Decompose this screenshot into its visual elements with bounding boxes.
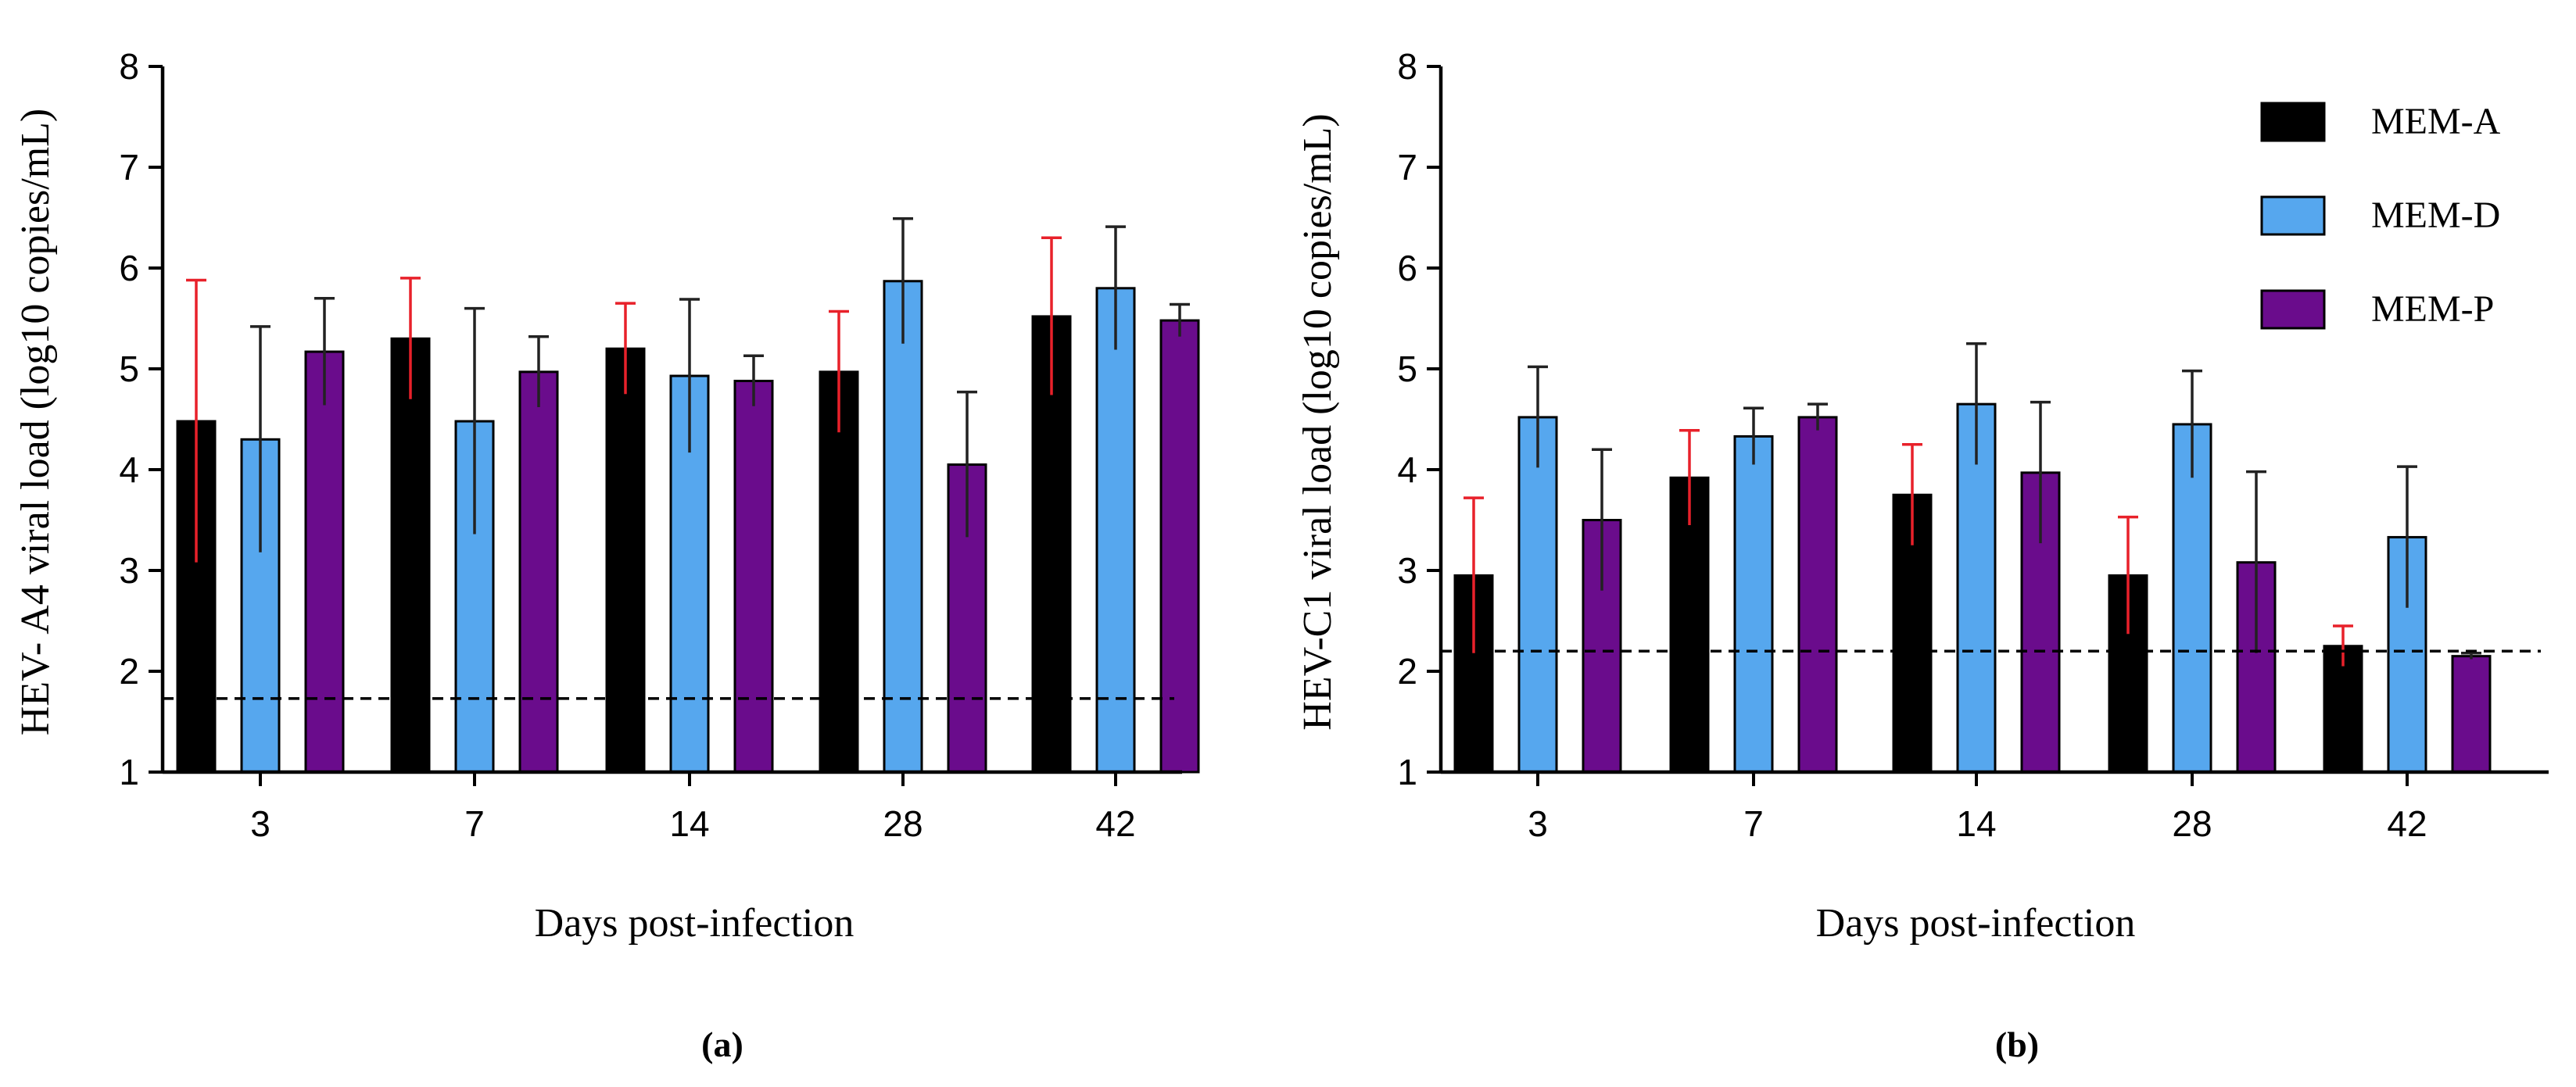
y-tick-label: 3 xyxy=(1397,550,1417,591)
x-tick-label: 42 xyxy=(1095,803,1135,844)
x-tick-label: 28 xyxy=(2172,803,2212,844)
panel-b-y-axis-title: HEV-C1 viral load (log10 copies/mL) xyxy=(1295,113,1340,731)
bar-mem-a-day-42 xyxy=(2323,645,2363,774)
panel-a-x-axis-title: Days post-infection xyxy=(535,901,854,946)
legend-item-mem-a: MEM-A xyxy=(2260,101,2501,142)
y-tick-label: 1 xyxy=(1397,752,1417,792)
x-tick-label: 14 xyxy=(669,803,709,844)
y-tick-label: 2 xyxy=(119,651,139,692)
legend: MEM-A MEM-D MEM-P xyxy=(2260,101,2501,330)
legend-item-mem-p: MEM-P xyxy=(2260,288,2494,330)
x-tick-label: 14 xyxy=(1956,803,1996,844)
bar-mem-p-day-42 xyxy=(2451,655,2492,774)
y-tick-label: 2 xyxy=(1397,651,1417,692)
y-tick-label: 6 xyxy=(119,248,139,288)
bar-mem-a-day-14 xyxy=(605,347,646,774)
x-tick-label: 42 xyxy=(2387,803,2427,844)
y-tick-label: 7 xyxy=(119,147,139,188)
panel-b-x-axis-title: Days post-infection xyxy=(1816,901,2136,946)
bar-mem-p-day-42 xyxy=(1159,319,1200,774)
legend-item-mem-d: MEM-D xyxy=(2260,195,2500,236)
y-tick-label: 4 xyxy=(119,449,139,490)
bar-mem-p-day-7 xyxy=(1797,416,1838,774)
panel-a-label: (a) xyxy=(701,1024,743,1064)
bar-mem-p-day-14 xyxy=(733,379,774,774)
panel-b-x-ticks: 3 7 14 28 42 xyxy=(1528,772,2427,844)
bar-mem-a-day-7 xyxy=(390,337,431,774)
panel-b-label: (b) xyxy=(1995,1024,2039,1064)
panel-a-x-ticks: 3 7 14 28 42 xyxy=(250,772,1136,844)
bar-mem-p-day-3 xyxy=(304,350,345,774)
bar-mem-d-day-3 xyxy=(1517,416,1558,774)
y-tick-label: 1 xyxy=(119,752,139,792)
legend-label-mem-d: MEM-D xyxy=(2371,195,2500,236)
legend-label-mem-a: MEM-A xyxy=(2371,101,2501,142)
y-tick-label: 4 xyxy=(1397,449,1417,490)
bar-mem-a-day-28 xyxy=(819,370,859,774)
panel-a-y-ticks: 1 2 3 4 5 6 7 8 xyxy=(119,46,163,792)
panel-b-y-ticks: 1 2 3 4 5 6 7 8 xyxy=(1397,46,1441,792)
legend-swatch-mem-d xyxy=(2260,195,2326,236)
x-tick-label: 7 xyxy=(1743,803,1764,844)
y-tick-label: 8 xyxy=(119,46,139,87)
panel-a-y-axis-title: HEV- A4 viral load (log10 copies/mL) xyxy=(13,109,58,736)
bar-mem-d-day-28 xyxy=(2172,423,2212,774)
panel-b-chart: 1 2 3 4 5 6 7 8 3 7 14 28 42 HEV-C1 viral load (log… xyxy=(1295,46,2549,1064)
x-tick-label: 7 xyxy=(464,803,485,844)
x-tick-label: 28 xyxy=(883,803,923,844)
bar-mem-d-day-7 xyxy=(1733,434,1774,774)
bar-mem-d-day-14 xyxy=(1956,402,1997,774)
x-tick-label: 3 xyxy=(250,803,270,844)
y-tick-label: 3 xyxy=(119,550,139,591)
y-tick-label: 7 xyxy=(1397,147,1417,188)
y-tick-label: 5 xyxy=(1397,349,1417,389)
y-tick-label: 8 xyxy=(1397,46,1417,87)
x-tick-label: 3 xyxy=(1528,803,1548,844)
bar-mem-p-day-7 xyxy=(518,370,559,774)
panel-a-bars xyxy=(176,217,1200,774)
legend-label-mem-p: MEM-P xyxy=(2371,288,2494,330)
y-tick-label: 5 xyxy=(119,349,139,389)
y-tick-label: 6 xyxy=(1397,248,1417,288)
panel-a-chart: 1 2 3 4 5 6 7 8 3 7 14 28 42 HEV- A4 viral load (lo… xyxy=(13,46,1200,1064)
legend-swatch-mem-a xyxy=(2260,102,2326,142)
panel-b-bars xyxy=(1453,342,2492,774)
legend-swatch-mem-p xyxy=(2260,289,2326,330)
